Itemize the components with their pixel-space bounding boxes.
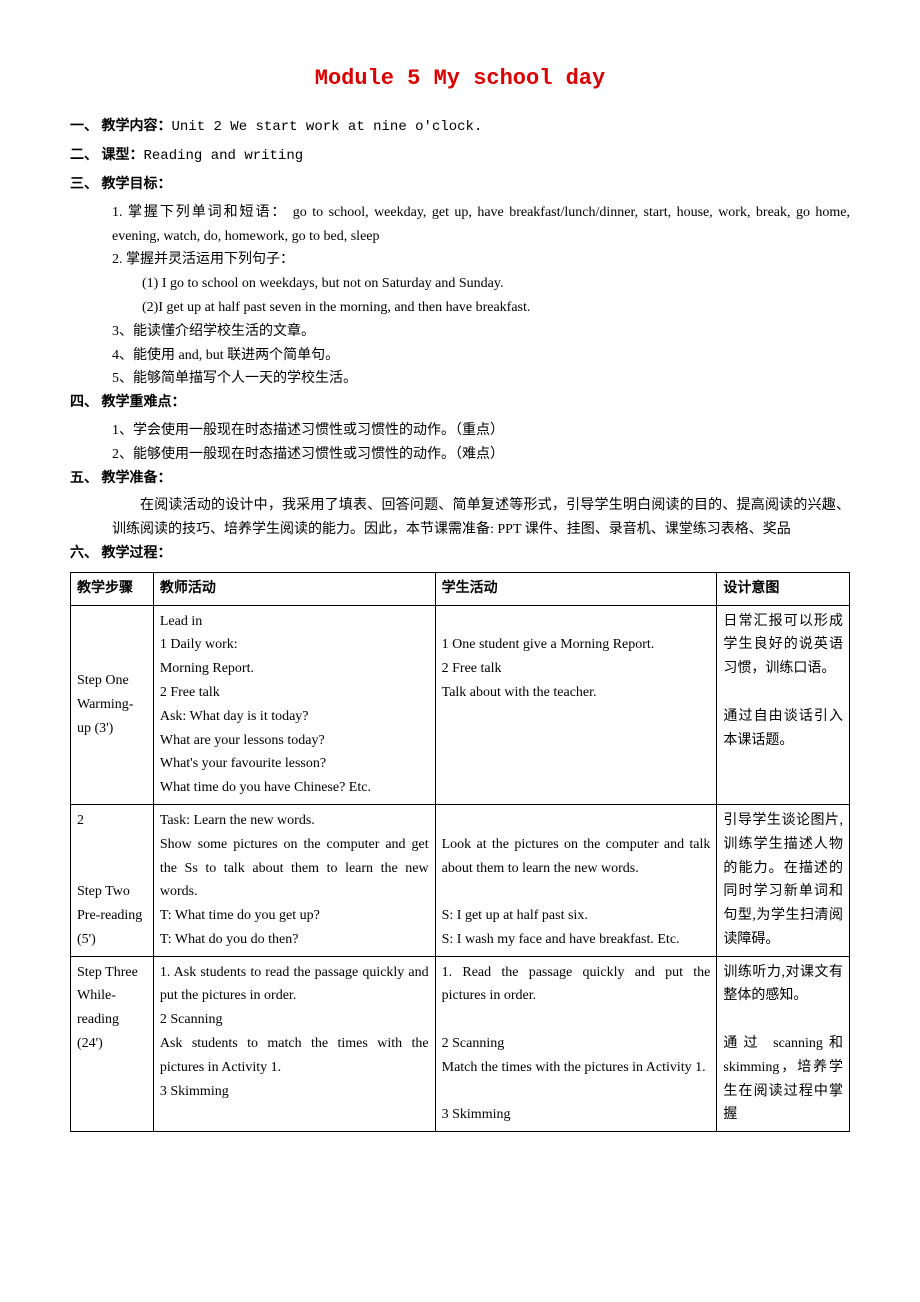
key-difficulty-2: 2、能够使用一般现在时态描述习惯性或习惯性的动作。（难点） (70, 443, 850, 467)
row3-student: 1. Read the passage quickly and put the … (435, 956, 717, 1132)
section-1-label: 一、 教学内容： (70, 119, 172, 134)
section-6-label: 六、 教学过程： (70, 546, 172, 561)
section-3-label: 三、 教学目标： (70, 177, 172, 192)
section-5-label: 五、 教学准备： (70, 471, 172, 486)
preparation-text: 在阅读活动的设计中，我采用了填表、回答问题、简单复述等形式，引导学生明白阅读的目… (70, 494, 850, 542)
table-row: Step OneWarming-up (3') Lead in1 Daily w… (71, 605, 850, 804)
objective-3: 3、能读懂介绍学校生活的文章。 (70, 320, 850, 344)
row1-purpose: 日常汇报可以形成学生良好的说英语习惯，训练口语。通过自由谈话引入本课话题。 (717, 605, 850, 804)
section-process: 六、 教学过程： (70, 542, 850, 566)
section-2-label: 二、 课型： (70, 148, 144, 163)
section-preparation: 五、 教学准备： (70, 467, 850, 491)
table-header-row: 教学步骤 教师活动 学生活动 设计意图 (71, 572, 850, 605)
row3-purpose: 训练听力,对课文有整体的感知。通过 scanning和 skimming，培养学… (717, 956, 850, 1132)
objective-2a: (1) I go to school on weekdays, but not … (70, 272, 850, 296)
header-step: 教学步骤 (71, 572, 154, 605)
row3-step: Step ThreeWhile-reading (24') (71, 956, 154, 1132)
objective-2: 2. 掌握并灵活运用下列句子： (70, 248, 850, 272)
row2-purpose: 引导学生谈论图片,训练学生描述人物的能力。在描述的同时学习新单词和句型,为学生扫… (717, 804, 850, 956)
objective-1: 1. 掌握下列单词和短语： go to school, weekday, get… (70, 201, 850, 249)
section-key-difficulties: 四、 教学重难点： (70, 391, 850, 415)
section-1-content: Unit 2 We start work at nine o'clock. (172, 119, 483, 135)
objective-5: 5、能够简单描写个人一天的学校生活。 (70, 367, 850, 391)
row3-teacher: 1. Ask students to read the passage quic… (153, 956, 435, 1132)
row1-teacher: Lead in1 Daily work:Morning Report.2 Fre… (153, 605, 435, 804)
header-student: 学生活动 (435, 572, 717, 605)
section-content: 一、 教学内容：Unit 2 We start work at nine o'c… (70, 115, 850, 140)
row1-student: 1 One student give a Morning Report.2 Fr… (435, 605, 717, 804)
header-teacher: 教师活动 (153, 572, 435, 605)
objective-2b: (2)I get up at half past seven in the mo… (70, 296, 850, 320)
section-type: 二、 课型：Reading and writing (70, 144, 850, 169)
key-difficulty-1: 1、学会使用一般现在时态描述习惯性或习惯性的动作。（重点） (70, 419, 850, 443)
section-objectives: 三、 教学目标： (70, 173, 850, 197)
objective-4: 4、能使用 and, but 联进两个简单句。 (70, 344, 850, 368)
section-4-label: 四、 教学重难点： (70, 395, 186, 410)
table-row: 2Step TwoPre-reading (5') Task: Learn th… (71, 804, 850, 956)
row2-step: 2Step TwoPre-reading (5') (71, 804, 154, 956)
table-row: Step ThreeWhile-reading (24') 1. Ask stu… (71, 956, 850, 1132)
teaching-process-table: 教学步骤 教师活动 学生活动 设计意图 Step OneWarming-up (… (70, 572, 850, 1133)
header-purpose: 设计意图 (717, 572, 850, 605)
section-2-content: Reading and writing (144, 148, 304, 164)
row2-student: Look at the pictures on the computer and… (435, 804, 717, 956)
row1-step: Step OneWarming-up (3') (71, 605, 154, 804)
module-title: Module 5 My school day (70, 60, 850, 97)
row2-teacher: Task: Learn the new words. Show some pic… (153, 804, 435, 956)
